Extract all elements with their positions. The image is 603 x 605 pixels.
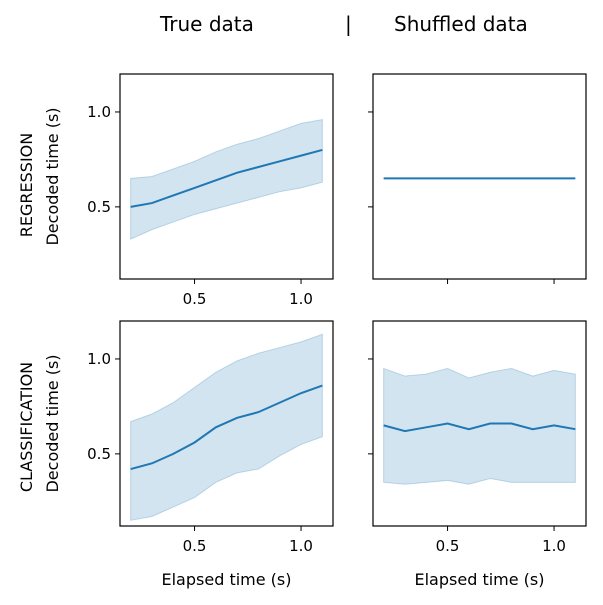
y-tick-label: 0.5 xyxy=(87,198,111,216)
y-axis-label: Decoded time (s) xyxy=(43,354,62,492)
y-axis-label: Decoded time (s) xyxy=(43,107,62,245)
y-tick-label: 1.0 xyxy=(87,350,111,368)
y-tick-label: 1.0 xyxy=(87,103,111,121)
header-separator: | xyxy=(345,12,352,36)
row-label-regression: REGRESSION xyxy=(17,133,36,237)
header-true-data: True data xyxy=(160,12,254,36)
panel-top-left: 0.5 1.0 0.5 1.0 Decoded time (s) xyxy=(43,73,334,308)
series-line xyxy=(383,422,576,433)
confidence-band xyxy=(130,333,323,521)
confidence-band xyxy=(130,118,323,240)
series-line xyxy=(130,384,323,471)
axes-frame xyxy=(119,73,334,280)
x-tick-label: 0.5 xyxy=(183,537,207,555)
header-shuffled-data: Shuffled data xyxy=(394,12,528,36)
x-tick-label: 0.5 xyxy=(436,537,460,555)
x-tick-label: 1.0 xyxy=(289,290,313,308)
row-label-classification: CLASSIFICATION xyxy=(17,362,36,492)
series-line xyxy=(130,148,323,208)
x-tick-label: 1.0 xyxy=(542,537,566,555)
x-tick-label: 1.0 xyxy=(289,537,313,555)
axes-frame xyxy=(372,320,587,527)
panel-bottom-right: 0.5 1.0 Elapsed time (s) xyxy=(368,320,587,589)
panel-bottom-left: 0.5 1.0 0.5 1.0 Elapsed time (s) Decoded time… xyxy=(43,320,334,589)
panel-top-right xyxy=(368,73,587,284)
x-tick-label: 0.5 xyxy=(183,290,207,308)
x-axis-label: Elapsed time (s) xyxy=(415,570,545,589)
y-tick-label: 0.5 xyxy=(87,445,111,463)
x-axis-label: Elapsed time (s) xyxy=(162,570,292,589)
axes-frame xyxy=(372,73,587,280)
axes-frame xyxy=(119,320,334,527)
